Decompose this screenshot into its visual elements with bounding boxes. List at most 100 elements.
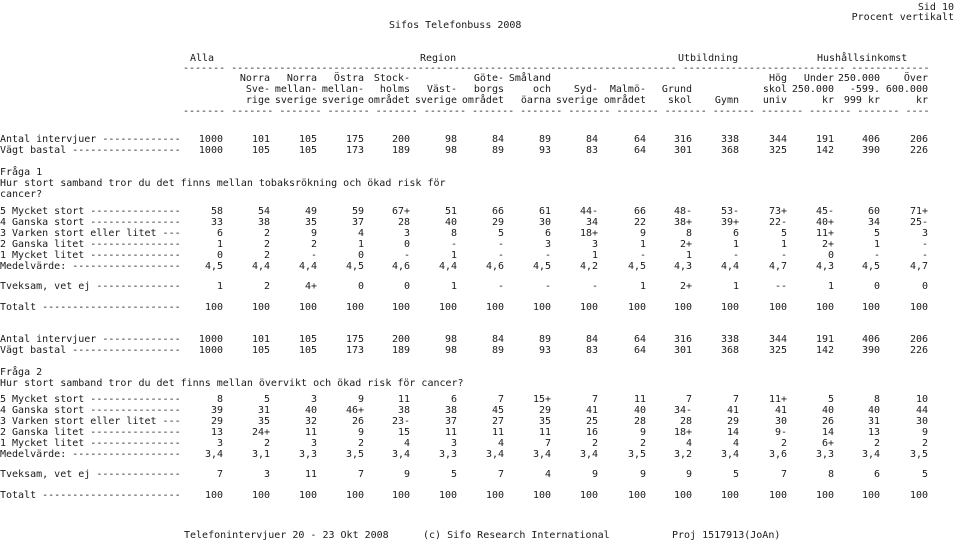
table-cell: 3,3 [438, 449, 457, 460]
table-cell: 5 [497, 228, 504, 239]
column-header-line: Stock- [373, 73, 410, 84]
column-header-line: Under [803, 73, 834, 84]
table-cell: 1 [450, 281, 457, 292]
table-cell: 34 [585, 217, 598, 228]
table-cell: 7 [497, 469, 504, 480]
table-cell: 22 [633, 217, 646, 228]
column-header-line: 250.000 [791, 84, 834, 95]
table-cell: 14 [726, 427, 739, 438]
table-cell: 3 [591, 239, 598, 250]
column-header-line: sverige [555, 95, 598, 106]
table-cell: - [921, 250, 928, 261]
table-cell: 4 [732, 438, 739, 449]
table-cell: 100 [438, 302, 457, 313]
table-row: 2 Ganska litet --------------- 1 2 2 1 0 - - 3 3 1… [0, 239, 960, 250]
table-cell: 15+ [532, 394, 551, 405]
table-cell: 98 [444, 145, 457, 156]
group-header-utbildning: Utbildning [678, 53, 739, 64]
table-cell: 44- [579, 206, 598, 217]
table-cell: 2 [263, 239, 270, 250]
table-cell: 2 [591, 438, 598, 449]
table-cell: 98 [444, 334, 457, 345]
table-cell: 105 [251, 345, 270, 356]
group-header-inkomst: Hushållsinkomst [817, 53, 908, 64]
table-cell: 7 [591, 394, 598, 405]
table-cell: 3,6 [768, 449, 787, 460]
table-cell: 9 [921, 427, 928, 438]
table-cell: 100 [204, 490, 223, 501]
table-cell: 100 [204, 302, 223, 313]
table-cell: 9 [639, 228, 646, 239]
row-label: 5 Mycket stort --------------- [0, 394, 181, 405]
table-cell: 4,5 [204, 261, 223, 272]
table-row: 5 Mycket stort --------------- 8 5 3 9 11 6 7 15… [0, 394, 960, 405]
table-cell: 1 [450, 250, 457, 261]
column-header-line: området [461, 95, 504, 106]
table-cell: 89 [491, 345, 504, 356]
table-cell: 98 [444, 134, 457, 145]
row-label: 1 Mycket litet --------------- [0, 438, 181, 449]
table-cell: 54 [257, 206, 270, 217]
table-cell: 5 [450, 469, 457, 480]
table-cell: - [310, 250, 317, 261]
question-text: Hur stort samband tror du det finns mell… [0, 378, 464, 389]
table-cell: 25 [585, 416, 598, 427]
table-cell: 4,7 [909, 261, 928, 272]
table-cell: 31 [257, 405, 270, 416]
table-cell: 1000 [198, 145, 223, 156]
question-text: Hur stort samband tror du det finns mell… [0, 178, 446, 200]
table-row: 4 Ganska stort --------------- 39 31 40 46+ 3… [0, 405, 960, 416]
table-cell: 6+ [821, 438, 834, 449]
table-cell: 11 [304, 427, 317, 438]
table-cell: 191 [815, 334, 834, 345]
table-cell: 4 [544, 469, 551, 480]
table-cell: 38+ [673, 217, 692, 228]
table-cell: 3,4 [204, 449, 223, 460]
table-cell: 18+ [673, 427, 692, 438]
table-cell: 100 [345, 490, 364, 501]
column-header-line: Sve- [245, 84, 270, 95]
table-cell: - [732, 250, 739, 261]
table-cell: 35 [257, 416, 270, 427]
table-cell: 7 [685, 394, 692, 405]
table-cell: 25- [909, 217, 928, 228]
table-cell: 7 [216, 469, 223, 480]
table-cell: 38 [397, 405, 410, 416]
table-cell: 33 [210, 217, 223, 228]
table-cell: 100 [579, 302, 598, 313]
table-cell: 173 [345, 145, 364, 156]
table-cell: 390 [861, 145, 880, 156]
table-cell: 66 [491, 206, 504, 217]
row-label: 2 Ganska litet --------------- [0, 239, 181, 250]
table-cell: 7 [732, 394, 739, 405]
table-cell: 100 [861, 490, 880, 501]
table-cell: 29 [726, 416, 739, 427]
table-cell: 301 [673, 145, 692, 156]
table-cell: 1 [216, 239, 223, 250]
table-cell: 6 [544, 228, 551, 239]
page-subtitle: Procent vertikalt [851, 12, 954, 23]
table-cell: 2 [639, 438, 646, 449]
table-cell: 40 [867, 405, 880, 416]
table-cell: 1000 [198, 334, 223, 345]
table-cell: 8 [873, 394, 880, 405]
column-header-line: Norra [239, 73, 270, 84]
table-cell: 11 [304, 469, 317, 480]
table-cell: 89 [538, 334, 551, 345]
table-cell: 4,4 [720, 261, 739, 272]
table-cell: 53- [720, 206, 739, 217]
table-cell: - [497, 239, 504, 250]
table-cell: 189 [391, 145, 410, 156]
table-cell: 84 [491, 134, 504, 145]
table-cell: 100 [720, 490, 739, 501]
table-cell: 105 [251, 145, 270, 156]
table-cell: 9 [357, 427, 364, 438]
table-cell: 2 [263, 438, 270, 449]
table-cell: - [873, 250, 880, 261]
table-cell: 100 [391, 302, 410, 313]
table-cell: 1 [732, 281, 739, 292]
table-cell: 3,4 [579, 449, 598, 460]
table-cell: 3,4 [391, 449, 410, 460]
table-row: 2 Ganska litet --------------- 13 24+ 11 9 15… [0, 427, 960, 438]
